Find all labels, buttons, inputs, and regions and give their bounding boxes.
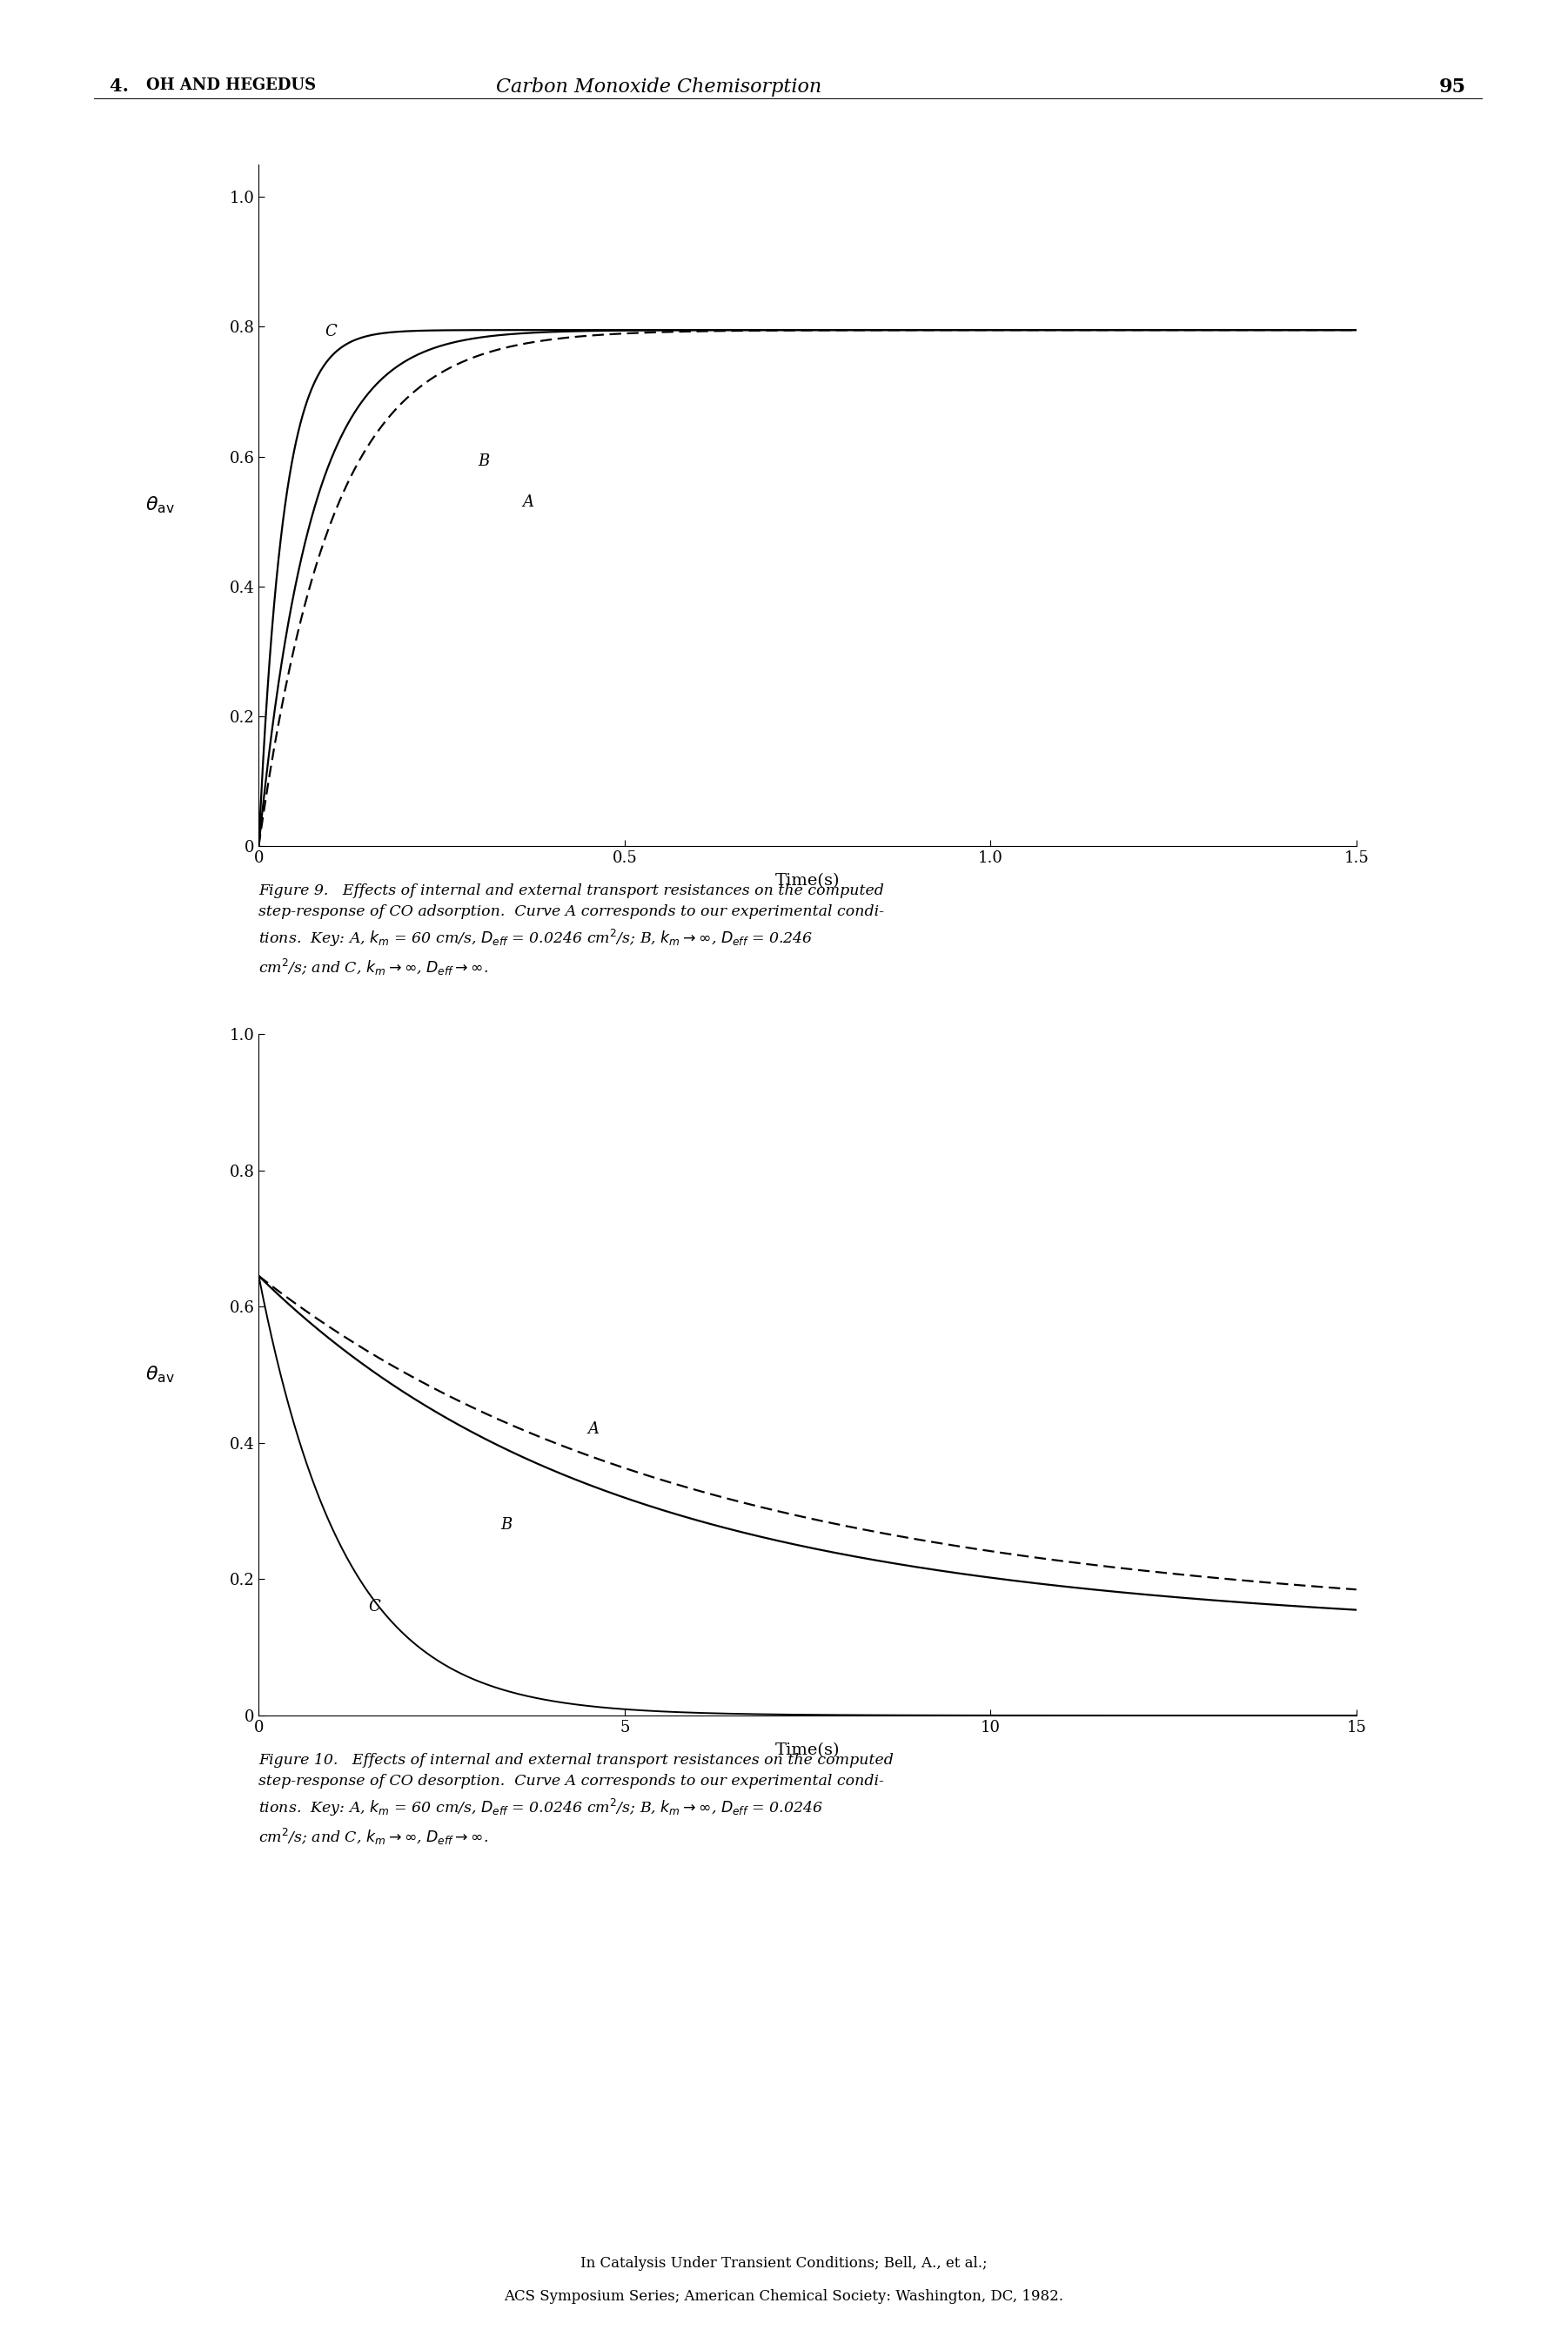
Text: Carbon Monoxide Chemisorption: Carbon Monoxide Chemisorption [495, 78, 822, 96]
Text: B: B [478, 454, 489, 468]
Text: B: B [500, 1516, 511, 1532]
Text: 95: 95 [1439, 78, 1466, 96]
Text: In Catalysis Under Transient Conditions; Bell, A., et al.;: In Catalysis Under Transient Conditions;… [580, 2256, 988, 2270]
Text: A: A [588, 1422, 599, 1438]
Text: C: C [325, 324, 337, 338]
X-axis label: Time(s): Time(s) [775, 1744, 840, 1758]
Y-axis label: $\theta_{\rm av}$: $\theta_{\rm av}$ [146, 496, 174, 515]
Text: A: A [522, 494, 533, 510]
Text: Figure 10.   Effects of internal and external transport resistances on the compu: Figure 10. Effects of internal and exter… [259, 1753, 894, 1847]
Text: OH AND HEGEDUS: OH AND HEGEDUS [146, 78, 315, 94]
Y-axis label: $\theta_{\rm av}$: $\theta_{\rm av}$ [146, 1365, 174, 1384]
Text: C: C [368, 1598, 381, 1614]
Text: 4.: 4. [110, 78, 141, 94]
X-axis label: Time(s): Time(s) [775, 874, 840, 888]
Text: ACS Symposium Series; American Chemical Society: Washington, DC, 1982.: ACS Symposium Series; American Chemical … [505, 2289, 1063, 2303]
Text: Figure 9.   Effects of internal and external transport resistances on the comput: Figure 9. Effects of internal and extern… [259, 884, 884, 978]
